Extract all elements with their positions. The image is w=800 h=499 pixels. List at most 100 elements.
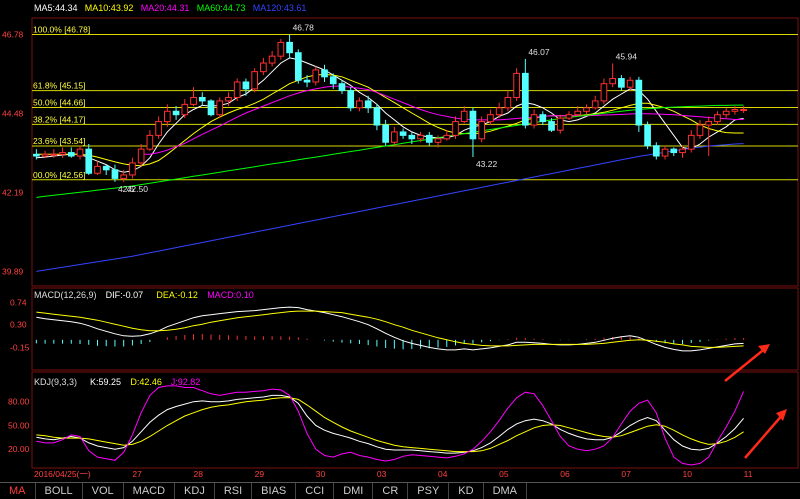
tab-bias[interactable]: BIAS bbox=[252, 483, 297, 499]
candle[interactable] bbox=[294, 49, 302, 84]
tab-dma[interactable]: DMA bbox=[484, 483, 528, 499]
kdj-panel[interactable]: 80.00 50.00 20.00 bbox=[8, 385, 745, 466]
candle[interactable] bbox=[67, 147, 75, 158]
candle[interactable] bbox=[679, 145, 686, 158]
tab-vol[interactable]: VOL bbox=[83, 483, 124, 499]
candle[interactable] bbox=[50, 149, 58, 158]
candle[interactable] bbox=[522, 58, 529, 129]
candle[interactable] bbox=[399, 128, 407, 139]
candle[interactable] bbox=[574, 106, 582, 117]
candle[interactable] bbox=[696, 119, 704, 139]
candle[interactable] bbox=[565, 111, 573, 120]
candle[interactable] bbox=[85, 143, 93, 175]
candle[interactable] bbox=[120, 169, 128, 182]
candle[interactable] bbox=[722, 107, 730, 119]
candle[interactable] bbox=[670, 147, 678, 157]
candle[interactable] bbox=[216, 97, 224, 119]
candle[interactable] bbox=[591, 95, 599, 110]
tab-rsi[interactable]: RSI bbox=[215, 483, 253, 499]
candle[interactable] bbox=[425, 131, 433, 146]
candle[interactable] bbox=[417, 131, 424, 143]
candle[interactable] bbox=[233, 78, 241, 101]
candle[interactable] bbox=[242, 78, 250, 96]
candle[interactable] bbox=[731, 106, 739, 115]
candle[interactable] bbox=[714, 111, 721, 126]
candle[interactable] bbox=[583, 104, 590, 115]
candle[interactable] bbox=[452, 116, 459, 139]
candle[interactable] bbox=[137, 143, 145, 167]
candle[interactable] bbox=[364, 95, 372, 113]
candle[interactable] bbox=[303, 75, 311, 88]
panel-frame bbox=[31, 17, 799, 287]
candle[interactable] bbox=[609, 63, 616, 88]
candle[interactable] bbox=[59, 147, 66, 158]
candle[interactable] bbox=[111, 164, 119, 182]
candle[interactable] bbox=[251, 68, 258, 93]
tab-cci[interactable]: CCI bbox=[296, 483, 335, 499]
macd-panel[interactable]: 0.74 0.30 -0.15 bbox=[10, 298, 745, 353]
chart-canvas[interactable]: MA5:44.34 MA10:43.92 MA20:44.31 MA60:44.73 M… bbox=[0, 0, 800, 482]
candle[interactable] bbox=[495, 102, 503, 119]
candle[interactable] bbox=[600, 78, 608, 105]
candle[interactable] bbox=[225, 92, 232, 107]
candle[interactable] bbox=[33, 149, 40, 160]
candle[interactable] bbox=[356, 97, 363, 112]
candle[interactable] bbox=[146, 130, 154, 151]
candle[interactable] bbox=[548, 118, 555, 132]
candle[interactable] bbox=[460, 106, 468, 124]
candle[interactable] bbox=[626, 76, 634, 91]
tab-macd[interactable]: MACD bbox=[124, 483, 176, 499]
candle[interactable] bbox=[181, 99, 189, 119]
tab-psy[interactable]: PSY bbox=[408, 483, 450, 499]
candle[interactable] bbox=[76, 145, 84, 160]
candle[interactable] bbox=[286, 34, 293, 58]
tab-kdj[interactable]: KDJ bbox=[175, 483, 215, 499]
candle[interactable] bbox=[382, 119, 389, 146]
candle[interactable] bbox=[155, 116, 162, 139]
candle[interactable] bbox=[408, 131, 416, 144]
candle[interactable] bbox=[347, 87, 355, 112]
candle[interactable] bbox=[513, 68, 520, 101]
candle[interactable] bbox=[329, 73, 337, 89]
candle[interactable] bbox=[443, 130, 451, 141]
candle[interactable] bbox=[373, 104, 381, 131]
candle[interactable] bbox=[321, 64, 328, 82]
candle[interactable] bbox=[198, 92, 206, 107]
price-panel[interactable]: 46.78 44.48 42.19 39.89 100.0% [46.78] 61.8% … bbox=[2, 22, 798, 277]
candle[interactable] bbox=[172, 106, 180, 120]
candle[interactable] bbox=[277, 38, 285, 60]
candle[interactable] bbox=[487, 109, 494, 126]
candle[interactable] bbox=[338, 80, 346, 95]
tab-ma[interactable]: MA bbox=[0, 483, 36, 499]
candle[interactable] bbox=[94, 161, 101, 175]
candle[interactable] bbox=[556, 114, 564, 134]
tab-cr[interactable]: CR bbox=[373, 483, 409, 499]
candle[interactable] bbox=[102, 164, 110, 175]
candle[interactable] bbox=[652, 142, 660, 160]
candle[interactable] bbox=[268, 50, 276, 67]
candle[interactable] bbox=[190, 87, 197, 107]
candle[interactable] bbox=[41, 150, 49, 158]
candle[interactable] bbox=[504, 90, 512, 112]
candle[interactable] bbox=[164, 104, 171, 127]
candle[interactable] bbox=[618, 75, 625, 91]
candle[interactable] bbox=[391, 126, 398, 146]
candle[interactable] bbox=[207, 99, 215, 117]
candle[interactable] bbox=[260, 57, 267, 76]
tab-dmi[interactable]: DMI bbox=[334, 483, 374, 499]
tab-boll[interactable]: BOLL bbox=[36, 483, 83, 499]
candle[interactable] bbox=[469, 107, 477, 158]
candle[interactable] bbox=[539, 111, 547, 126]
candle[interactable] bbox=[129, 157, 136, 179]
candle[interactable] bbox=[661, 145, 669, 160]
candle[interactable] bbox=[740, 106, 747, 113]
candle[interactable] bbox=[478, 116, 486, 143]
candle[interactable] bbox=[687, 130, 695, 153]
candle[interactable] bbox=[635, 76, 643, 132]
tab-kd[interactable]: KD bbox=[449, 483, 484, 499]
candle[interactable] bbox=[705, 116, 713, 157]
candle[interactable] bbox=[530, 109, 538, 129]
candle[interactable] bbox=[644, 121, 651, 150]
candle[interactable] bbox=[312, 66, 320, 86]
candle[interactable] bbox=[434, 135, 442, 148]
